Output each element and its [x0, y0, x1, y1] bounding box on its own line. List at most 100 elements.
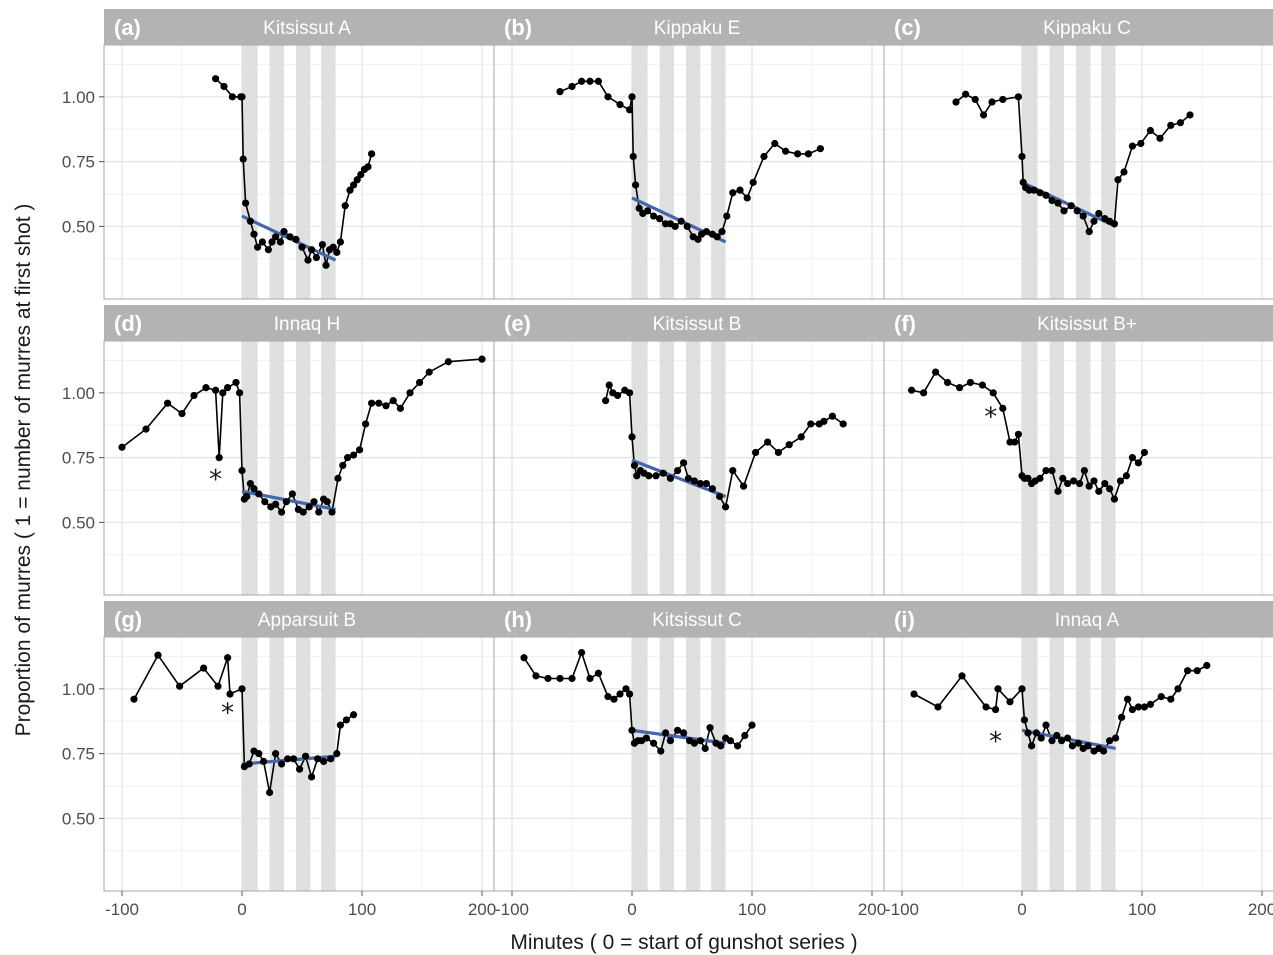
x-tick-label: 100 [348, 900, 376, 919]
data-point [353, 176, 361, 184]
data-point [816, 145, 825, 153]
data-point [292, 235, 300, 243]
data-point [632, 181, 640, 189]
data-point [702, 479, 711, 488]
data-point [962, 90, 970, 98]
data-point [224, 654, 232, 662]
x-tick-label: -100 [105, 900, 139, 919]
data-point [622, 685, 630, 693]
data-point [368, 150, 376, 158]
data-point [671, 222, 679, 231]
gunshot-interval [659, 637, 674, 891]
data-point [630, 461, 639, 470]
panel-2: (b) Kippaku E [493, 9, 885, 300]
panel-9: * (i) Innaq A [883, 601, 1273, 896]
data-point [556, 88, 564, 96]
gunshot-interval [1022, 637, 1038, 891]
data-point [1032, 729, 1040, 737]
data-point [312, 253, 320, 262]
data-point [628, 726, 636, 734]
data-point [657, 747, 665, 755]
data-point [310, 498, 318, 506]
panel-title: Kitsissut B+ [1037, 314, 1137, 335]
y-tick-label: 0.75 [62, 153, 95, 172]
data-point [1120, 168, 1128, 176]
gunshot-interval [686, 341, 701, 595]
gunshot-interval [686, 45, 701, 299]
data-point [286, 233, 294, 241]
data-point [200, 664, 208, 672]
gunshot-interval [1101, 45, 1116, 299]
data-point [1059, 474, 1067, 482]
data-point [176, 682, 184, 690]
gunshot-interval [711, 45, 726, 299]
gunshot-interval [1049, 637, 1064, 891]
gunshot-interval [632, 637, 648, 891]
data-point [212, 75, 220, 83]
data-point [1084, 742, 1092, 750]
data-point [1110, 220, 1118, 228]
data-point [272, 500, 280, 508]
data-point [375, 399, 383, 407]
data-point [333, 248, 341, 256]
data-point [382, 402, 390, 410]
data-point [989, 389, 997, 397]
data-point [839, 420, 847, 428]
data-point [1030, 186, 1038, 194]
data-point [1014, 93, 1023, 101]
panel-tag: (i) [894, 607, 915, 632]
data-point [652, 472, 660, 480]
data-point [644, 207, 652, 215]
data-point [272, 233, 280, 241]
data-point [794, 150, 802, 158]
data-point [226, 690, 234, 698]
data-point [344, 454, 352, 462]
data-point [278, 508, 286, 516]
series-line [133, 653, 355, 793]
data-point [771, 139, 779, 148]
x-tick-label: 200 [468, 900, 496, 919]
data-point [807, 420, 815, 428]
panel-title: Innaq H [274, 314, 341, 335]
data-point [680, 459, 688, 467]
data-point [364, 163, 372, 171]
data-point [315, 508, 323, 516]
data-point [1184, 667, 1192, 675]
gunshot-interval [296, 637, 311, 891]
panel-4: * (d) Innaq H [99, 305, 495, 596]
data-point [268, 238, 276, 246]
y-tick-label: 0.75 [62, 449, 95, 468]
data-point [1018, 685, 1026, 693]
gunshot-interval [632, 45, 648, 299]
y-tick-label: 0.50 [62, 217, 95, 236]
panel-strip [884, 305, 1273, 341]
panel-strip [494, 601, 884, 637]
y-tick-labels: 0.50 0.75 1.00 0.50 0.75 1.00 0.50 0.75 1.00 [62, 88, 95, 829]
data-point [261, 498, 269, 506]
data-point [282, 498, 290, 506]
data-point [416, 378, 424, 387]
data-point [258, 238, 266, 246]
data-point [1054, 199, 1062, 207]
data-point [1100, 747, 1108, 755]
data-point [260, 757, 268, 766]
data-point [280, 228, 288, 236]
data-point [633, 472, 641, 480]
y-tick-label: 0.75 [62, 745, 95, 764]
data-point [934, 703, 942, 711]
data-point [314, 755, 322, 763]
data-point [238, 685, 246, 693]
x-tick-label: 0 [627, 900, 636, 919]
data-point [339, 461, 347, 470]
data-point [1048, 737, 1056, 745]
data-point [1048, 466, 1056, 475]
data-point [1014, 430, 1023, 438]
data-point [1028, 742, 1036, 750]
data-point [1090, 217, 1098, 225]
data-point [999, 404, 1007, 412]
data-point [1085, 482, 1093, 490]
data-point [243, 492, 251, 501]
data-point [296, 765, 304, 773]
data-point [1074, 739, 1082, 747]
panel-strip [494, 305, 884, 341]
